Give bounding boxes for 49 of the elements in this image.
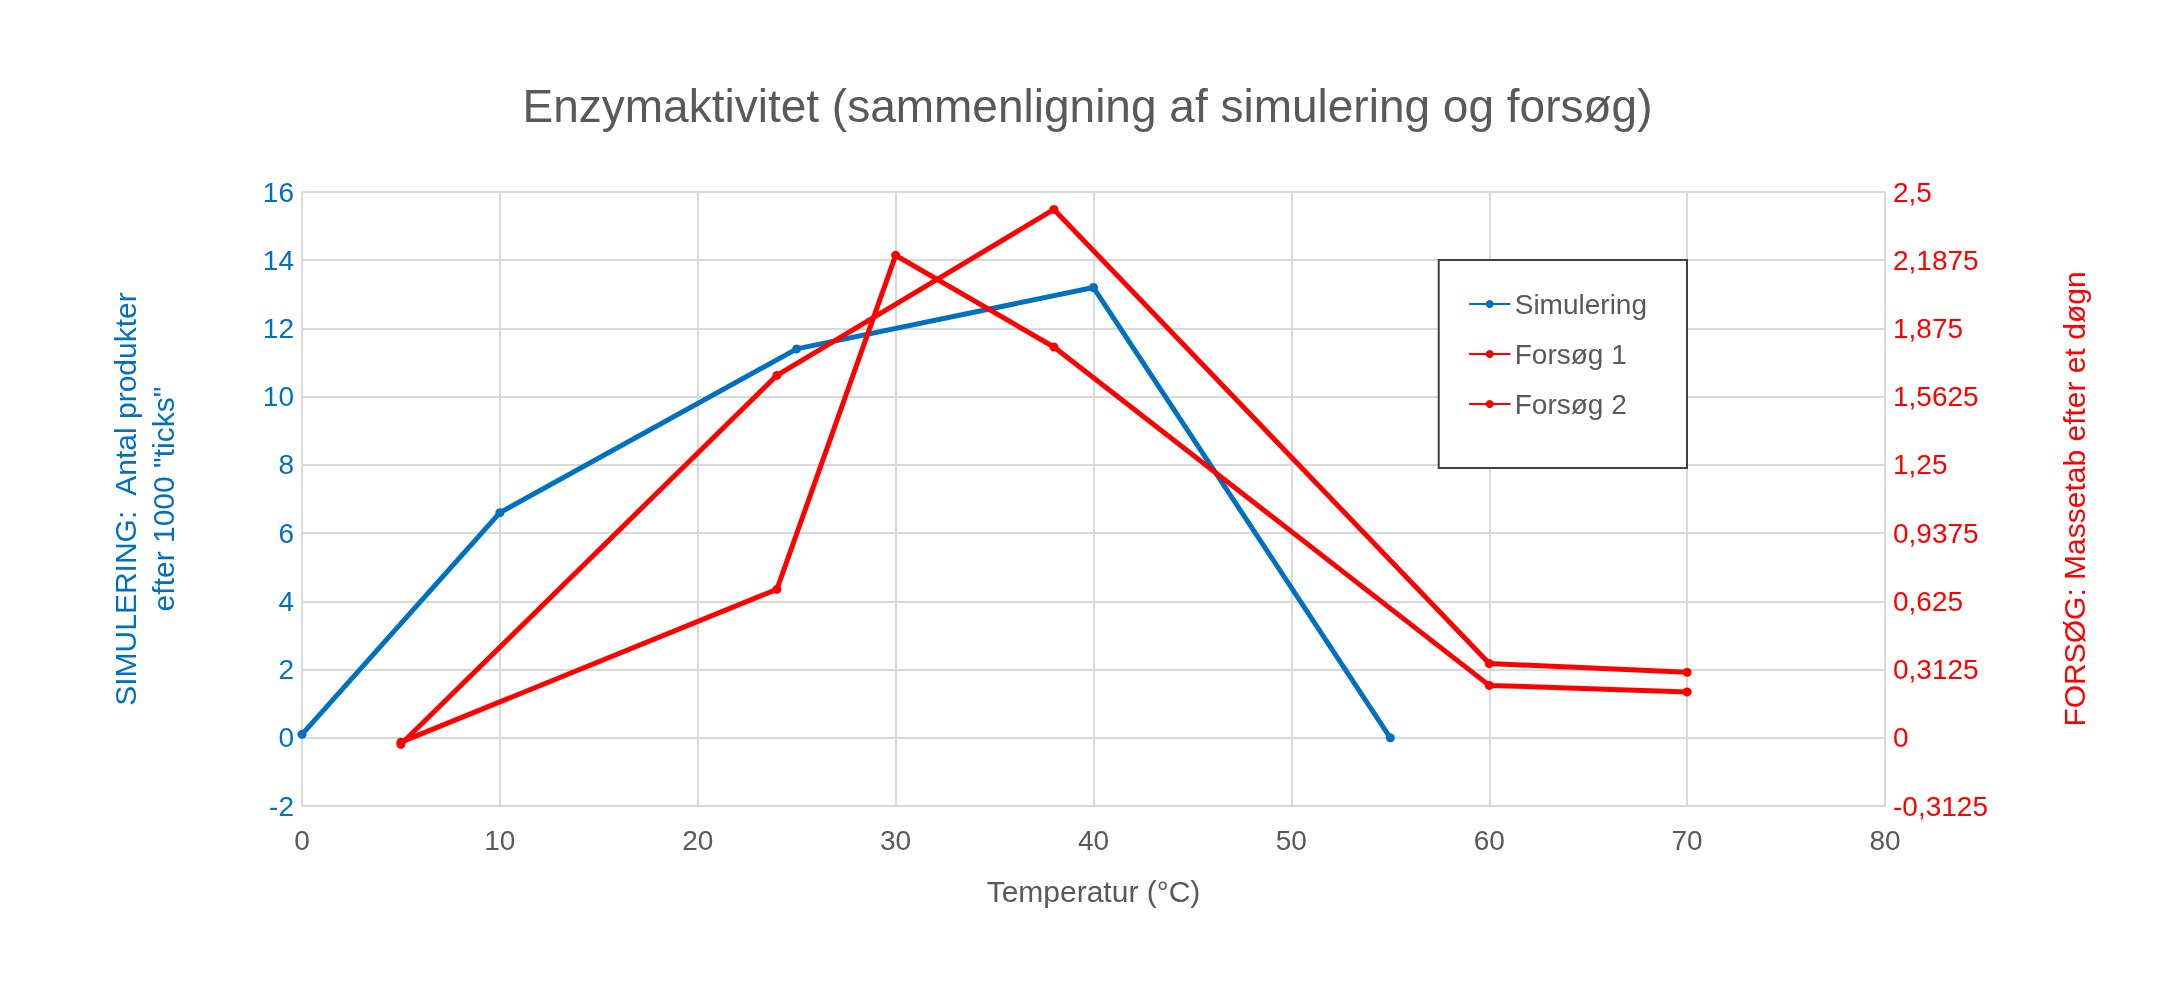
point [1385, 733, 1395, 743]
x-tick-label: 20 [682, 824, 714, 856]
y-tick-label: 0 [278, 722, 294, 754]
y-tick-label: 2 [278, 654, 294, 686]
y-tick-label: 10 [262, 381, 294, 413]
y2-tick-label: 1,5625 [1893, 381, 1979, 413]
y2-tick-label: 0 [1893, 722, 1909, 754]
point [1089, 283, 1098, 293]
y2-tick-label: 0,3125 [1893, 654, 1979, 686]
x-tick-label: 30 [880, 824, 912, 856]
y-tick-label: -2 [269, 790, 294, 822]
x-tick-label: 60 [1473, 824, 1505, 856]
x-tick-label: 70 [1671, 824, 1703, 856]
y2-tick-label: 1,25 [1893, 449, 1948, 481]
point [1049, 204, 1059, 214]
point [297, 729, 307, 739]
point [1049, 342, 1059, 352]
chart-title: Enzymaktivitet (sammenligning af simulering og forsøg) [522, 80, 1653, 132]
y-tick-label: 6 [278, 517, 294, 549]
point [1682, 687, 1692, 697]
y-tick-label: 12 [262, 312, 294, 344]
point [891, 250, 901, 260]
x-tick-label: 40 [1077, 824, 1110, 856]
y2-axis-title: FORSØG: Massetab efter et døgn [2057, 271, 2091, 727]
y-tick-label: 16 [262, 176, 294, 208]
x-tick-label: 10 [484, 824, 516, 856]
point [1682, 667, 1692, 677]
y-tick-label: 14 [262, 244, 294, 276]
point [792, 344, 802, 354]
y2-tick-label: 1,875 [1893, 312, 1964, 344]
y2-tick-label: 2,5 [1893, 176, 1932, 208]
point [1484, 680, 1494, 690]
legend-label: Forsøg 1 [1514, 338, 1627, 370]
y2-tick-label: 2,1875 [1893, 244, 1979, 276]
y2-tick-label: 0,9375 [1893, 517, 1979, 549]
x-tick-label: 50 [1275, 824, 1307, 856]
x-tick-label: 80 [1869, 824, 1901, 856]
point [1484, 659, 1494, 669]
point [772, 584, 782, 594]
y-tick-label: 4 [278, 585, 294, 617]
point [495, 508, 505, 518]
y2-tick-label: 0,625 [1893, 585, 1964, 617]
legend-label: Simulering [1514, 288, 1648, 320]
y2-tick-label: -0,3125 [1893, 790, 1988, 822]
y-axis-title: SIMULERING: Antal produkter efter 1000 "ticks" [108, 292, 180, 706]
y-tick-label: 8 [278, 449, 294, 481]
point [772, 370, 782, 380]
x-axis-title: Temperatur (°C) [986, 874, 1201, 908]
legend-label: Forsøg 2 [1514, 388, 1627, 420]
